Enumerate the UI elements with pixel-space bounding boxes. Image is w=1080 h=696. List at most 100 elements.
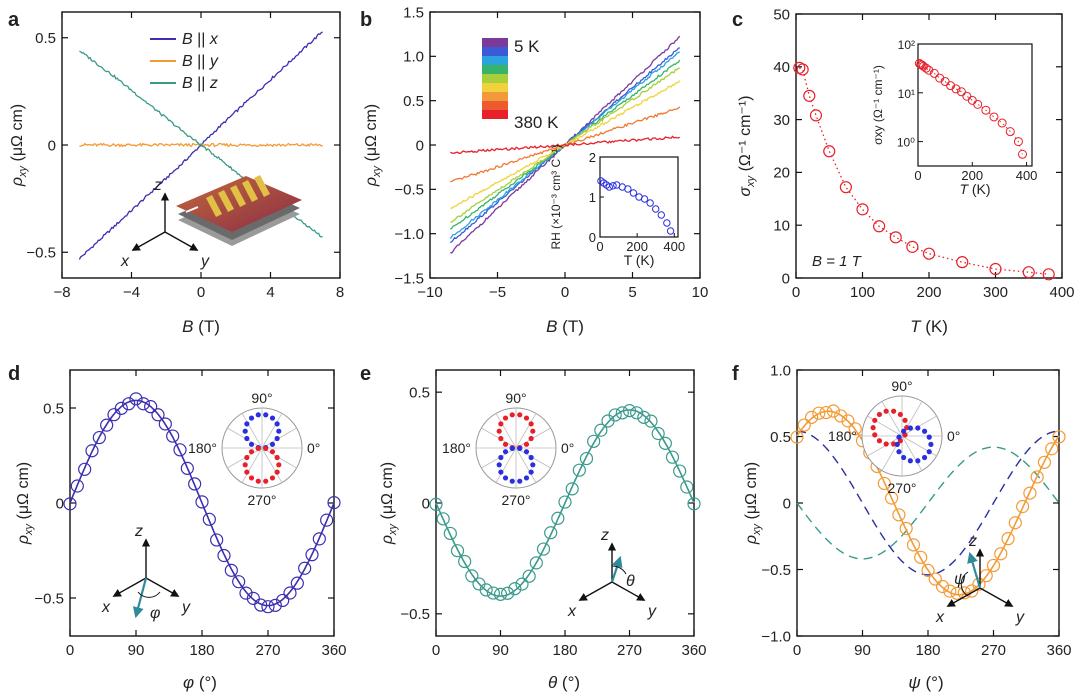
fit-curve (69, 399, 335, 607)
angle-arc (611, 565, 627, 575)
polar-dot-lower (528, 454, 534, 461)
data-point (122, 397, 136, 411)
colorbar-segment (482, 74, 508, 83)
data-point (443, 526, 457, 541)
angle-symbol: φ (150, 605, 160, 622)
data-point (1016, 499, 1030, 514)
x-tick-label: −4 (123, 284, 140, 301)
data-point (320, 513, 334, 527)
data-point (651, 426, 665, 441)
x-tick-label: 0 (66, 642, 74, 659)
y-tick-label: 0.5 (770, 429, 791, 446)
polar-dot-lower (502, 475, 509, 481)
data-point (173, 443, 187, 457)
polar-dot-lower (928, 441, 934, 447)
colorbar-segment (482, 83, 508, 92)
inset-x-label: T (K) (624, 252, 655, 268)
data-point (630, 406, 644, 420)
polar-dot-lower (921, 454, 928, 461)
x-tick-label: 4 (266, 284, 274, 301)
y-tick-label: 0.5 (35, 30, 56, 47)
data-point (450, 544, 465, 558)
dashed-curve (796, 430, 1060, 576)
x-tick-label: 100 (850, 284, 875, 301)
polar-dot-upper (263, 412, 269, 418)
y-tick-label: 0 (48, 137, 56, 154)
data-point (70, 479, 84, 493)
polar-dot-upper (502, 415, 509, 421)
x-tick-label: 270 (617, 642, 642, 659)
data-point (804, 410, 819, 424)
data-point (587, 434, 601, 448)
data-point (608, 408, 622, 422)
data-point (943, 584, 957, 598)
data-point (922, 247, 936, 260)
data-point (877, 476, 891, 491)
data-point (601, 414, 615, 428)
data-point (687, 497, 701, 511)
polar-dot-lower (244, 454, 250, 461)
data-point (803, 89, 816, 102)
data-point (594, 423, 608, 437)
x-axis-label: B (T) (546, 317, 584, 336)
x-axis-arrow (112, 577, 147, 597)
inset-y-tick-label: 0 (589, 230, 596, 245)
polar-dot-upper (870, 425, 876, 431)
y-tick-label: 50 (773, 6, 790, 23)
data-point (188, 477, 202, 491)
fit-curve (435, 409, 695, 597)
x-tick-label: 360 (681, 642, 706, 659)
inset-marker (956, 87, 966, 97)
axis-label-y: y (1015, 609, 1025, 626)
data-point (166, 429, 180, 443)
inset-marker (946, 81, 956, 91)
series-line (450, 135, 681, 155)
polar-dot-lower (269, 475, 276, 481)
polar-dot-lower (523, 449, 530, 455)
polar-dot-lower (255, 478, 261, 484)
data-point (210, 533, 224, 547)
panel-letter: f (732, 363, 739, 385)
data-point (515, 577, 529, 591)
data-point (312, 532, 326, 546)
panel-letter: d (8, 363, 20, 385)
scale-bar (185, 206, 199, 213)
polar-dot-lower (926, 434, 932, 440)
inset-marker (652, 205, 660, 213)
polar-dot-upper (523, 415, 530, 421)
y-tick-label: 0 (422, 495, 430, 512)
data-point (85, 444, 99, 458)
polar-label-180: 180° (442, 440, 471, 456)
data-point (680, 480, 694, 494)
dashed-curve (796, 446, 1060, 560)
data-point (327, 495, 341, 510)
y-tick-label: 0 (782, 270, 790, 287)
y-tick-label: 1.0 (770, 362, 791, 379)
polar-dot-lower (907, 458, 913, 464)
data-point (246, 591, 260, 605)
x-tick-label: 0 (793, 642, 801, 659)
data-point (1001, 532, 1015, 546)
inset-marker (1013, 137, 1023, 147)
y-tick-label: −0.5 (26, 245, 56, 262)
inset-marker (646, 199, 654, 207)
data-point (544, 526, 558, 540)
x-tick-label: 360 (321, 642, 346, 659)
y-tick-label: −1.0 (394, 226, 424, 243)
colorbar-bottom-label: 380 K (514, 113, 559, 132)
polar-dot-lower (921, 428, 928, 434)
panel-d: d 0 90 180 270 360 −0.5 0 0.5 90° 180° 0° 270° z x y φ φ … (8, 363, 347, 692)
data-point (972, 577, 986, 591)
panel-letter: e (360, 363, 371, 385)
inset-y-tick-label: 1 (589, 190, 596, 205)
inset-marker (1005, 127, 1015, 137)
x-tick-label: 270 (981, 642, 1006, 659)
data-point (848, 422, 862, 436)
polar-dot-lower (915, 425, 921, 431)
polar-dot-lower (263, 478, 269, 484)
polar-dot-lower (528, 469, 534, 475)
y-tick-label: 30 (773, 112, 790, 129)
axis-label-y: y (647, 603, 657, 620)
polar-dot-lower (926, 449, 932, 455)
y-tick-label: 0.5 (409, 384, 430, 401)
